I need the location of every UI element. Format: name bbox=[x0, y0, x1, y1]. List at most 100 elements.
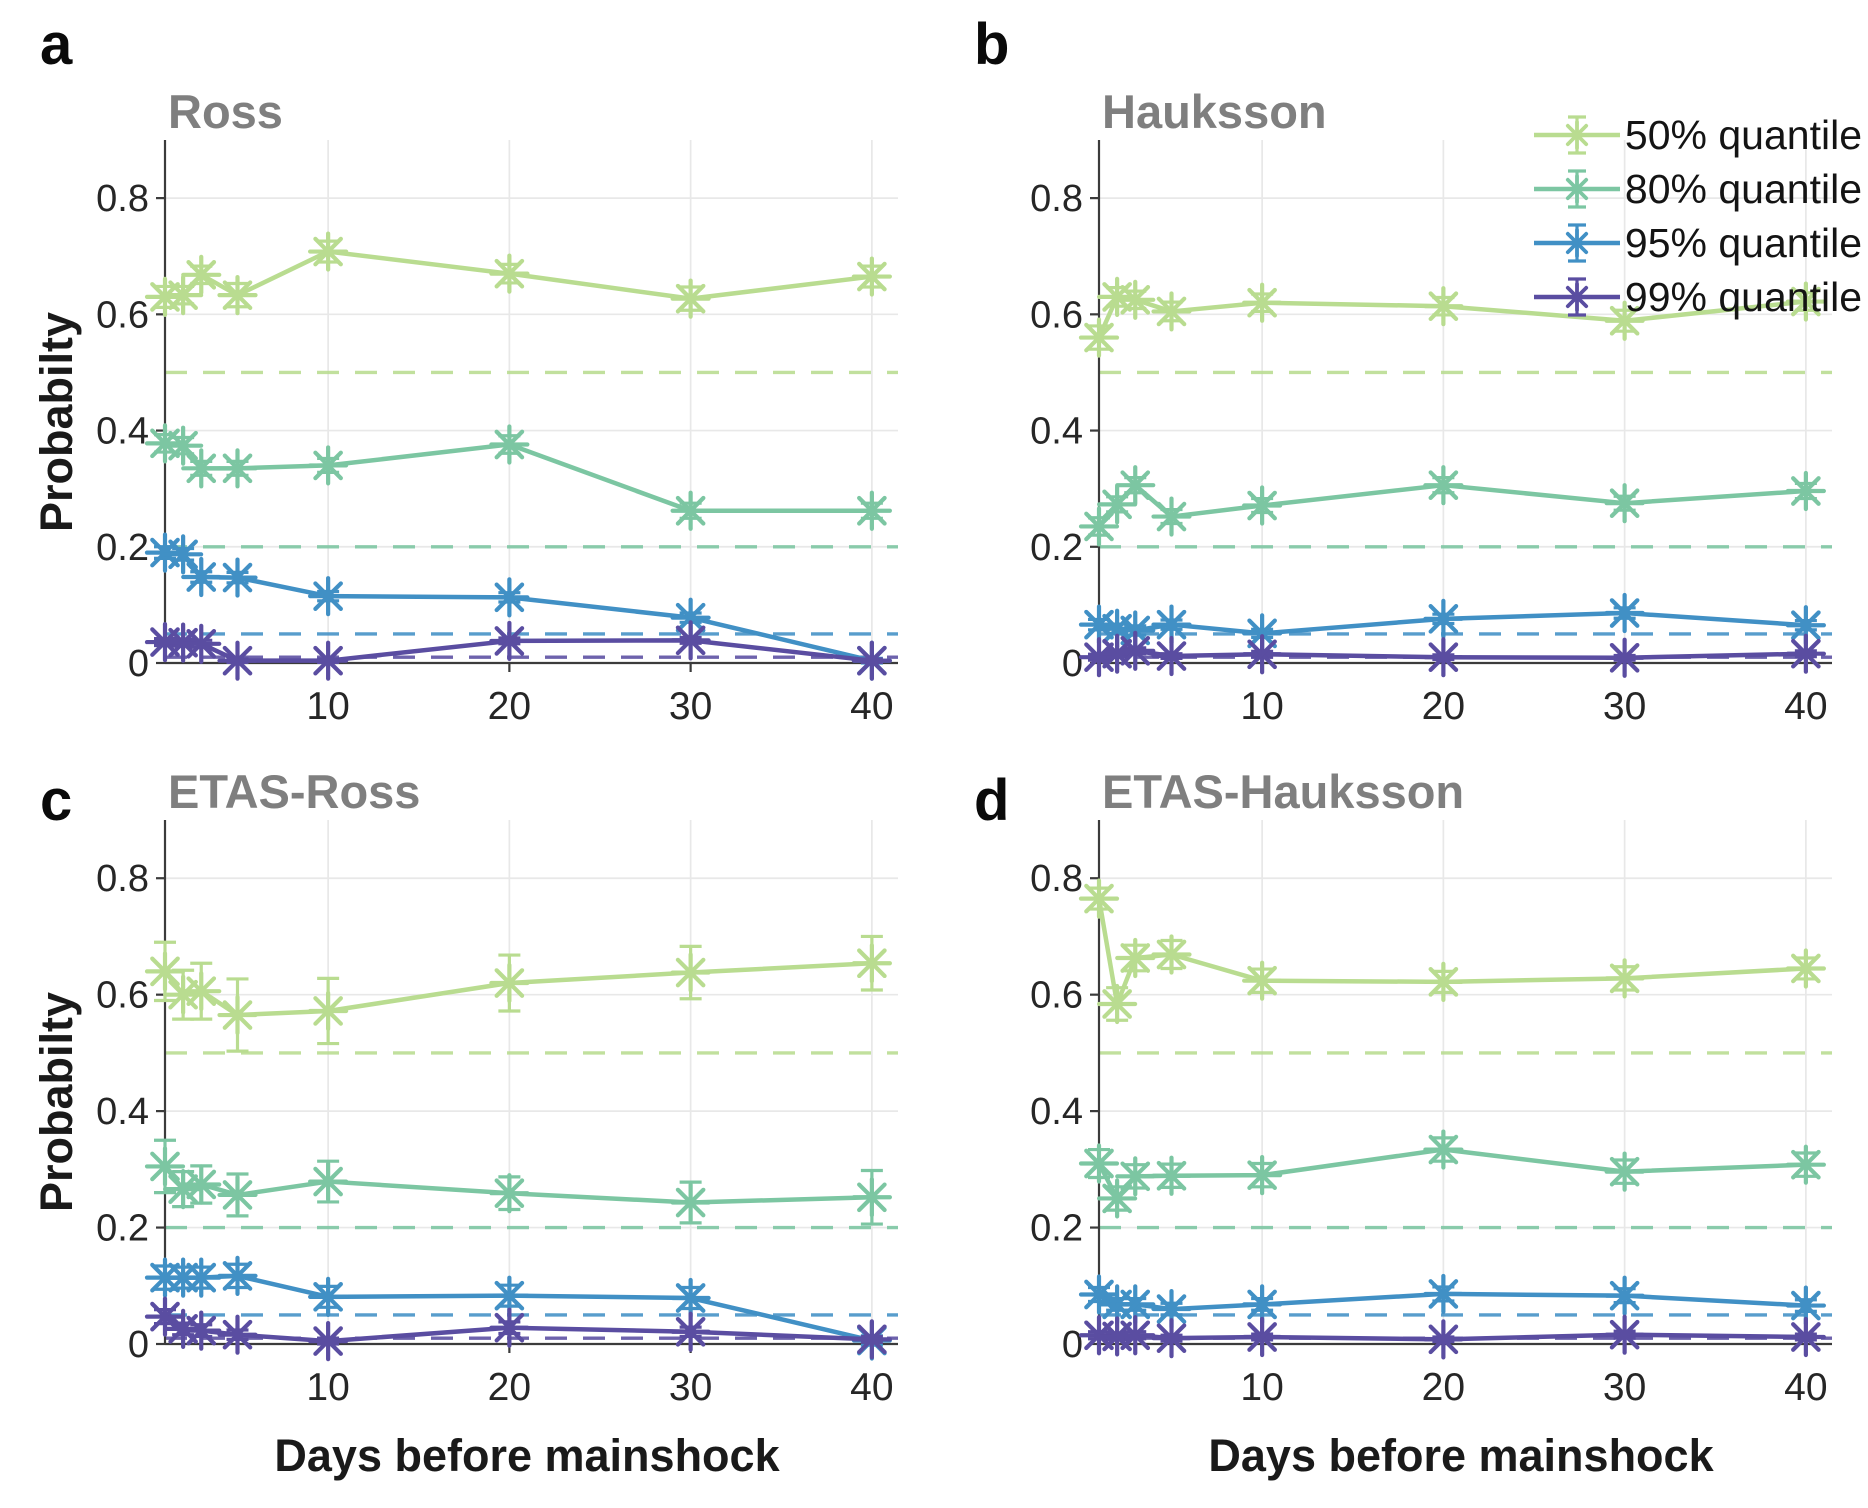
series-80-quantile bbox=[1078, 1129, 1826, 1219]
asterisk-marker-spoke bbox=[1120, 284, 1151, 315]
reference-lines bbox=[165, 370, 898, 659]
y-tick-label: 0.6 bbox=[1030, 975, 1083, 1017]
asterisk-marker-spoke bbox=[1791, 1322, 1821, 1352]
legend: 50% quantile 80% quantile 95% quantile 9… bbox=[1531, 110, 1862, 322]
asterisk-marker-spoke bbox=[1247, 287, 1277, 318]
x-tick-label: 30 bbox=[1603, 1366, 1646, 1409]
x-tick-label: 20 bbox=[1422, 1366, 1465, 1409]
axes: 0 0.2 0.4 0.6 0.8 10 20 30 40 bbox=[1030, 820, 1832, 1409]
reference-lines bbox=[1099, 370, 1832, 659]
asterisk-marker-spoke bbox=[1791, 610, 1821, 641]
asterisk-marker-spoke bbox=[222, 562, 253, 593]
asterisk-marker-spoke bbox=[168, 1174, 198, 1204]
asterisk-marker-spoke bbox=[222, 1000, 253, 1030]
panel-a: 0 0.2 0.4 0.6 0.8 10 20 30 40 a Ross Probabilty bbox=[0, 0, 934, 740]
panel-d: 0 0.2 0.4 0.6 0.8 10 20 30 40 d ETAS-Hauksson Da… bbox=[934, 740, 1868, 1508]
asterisk-marker-spoke bbox=[1428, 1134, 1459, 1165]
gridlines bbox=[165, 820, 898, 1344]
asterisk-marker-spoke bbox=[1084, 322, 1114, 353]
asterisk-marker-spoke bbox=[186, 628, 217, 659]
legend-item-50-quantile: 50% quantile bbox=[1531, 110, 1862, 160]
asterisk-marker-spoke bbox=[1120, 943, 1151, 973]
legend-label: 99% quantile bbox=[1624, 273, 1862, 320]
plot-area-d: 0 0.2 0.4 0.6 0.8 10 20 30 40 bbox=[1030, 820, 1832, 1409]
asterisk-marker-spoke bbox=[675, 625, 706, 656]
asterisk-marker-spoke bbox=[1156, 939, 1187, 970]
y-tick-label: 0.4 bbox=[1030, 411, 1083, 453]
asterisk-marker-spoke bbox=[222, 280, 253, 310]
axes: 0 0.2 0.4 0.6 0.8 10 20 30 40 bbox=[96, 140, 898, 728]
gridlines bbox=[1099, 140, 1832, 663]
asterisk-marker-spoke bbox=[1247, 490, 1277, 521]
panel-title-ross: Ross bbox=[168, 85, 283, 138]
y-axis-label: Probabilty bbox=[31, 991, 82, 1212]
asterisk-marker-spoke bbox=[1156, 1323, 1187, 1354]
x-tick-label: 20 bbox=[488, 685, 531, 728]
asterisk-marker-spoke bbox=[186, 1262, 217, 1293]
x-tick-label: 30 bbox=[669, 1366, 712, 1409]
panel-c: 0 0.2 0.4 0.6 0.8 10 20 30 40 c ETAS-Ross Probab… bbox=[0, 740, 934, 1508]
series-line bbox=[1096, 898, 1806, 1007]
panel-title-etas-hauksson: ETAS-Hauksson bbox=[1102, 765, 1465, 818]
panel-letter-d: d bbox=[974, 768, 1010, 833]
asterisk-marker-spoke bbox=[1120, 1320, 1151, 1351]
series-99-quantile bbox=[1078, 1314, 1826, 1360]
asterisk-marker-spoke bbox=[1428, 967, 1459, 997]
asterisk-marker-spoke bbox=[1609, 1319, 1640, 1350]
asterisk-marker-spoke bbox=[494, 1178, 525, 1209]
asterisk-marker-spoke bbox=[1428, 470, 1459, 501]
asterisk-marker-spoke bbox=[1791, 1149, 1821, 1180]
asterisk-marker-spoke bbox=[1120, 635, 1151, 666]
asterisk-marker-spoke bbox=[1565, 177, 1589, 201]
x-tick-label: 40 bbox=[850, 685, 893, 728]
asterisk-marker-spoke bbox=[313, 1166, 343, 1197]
x-tick-label: 40 bbox=[1784, 1366, 1827, 1409]
x-axis-label: Days before mainshock bbox=[274, 1430, 780, 1481]
asterisk-marker-spoke bbox=[186, 1169, 217, 1200]
y-tick-label: 0.4 bbox=[1030, 1091, 1083, 1133]
series-50-quantile bbox=[144, 231, 892, 319]
legend-item-80-quantile: 80% quantile bbox=[1531, 164, 1862, 214]
asterisk-marker-spoke bbox=[222, 453, 253, 484]
series-50-quantile bbox=[144, 934, 892, 1053]
series-99-quantile bbox=[144, 620, 892, 681]
asterisk-marker-spoke bbox=[1120, 470, 1151, 501]
asterisk-marker-spoke bbox=[1247, 1160, 1277, 1190]
asterisk-marker-spoke bbox=[168, 430, 198, 461]
y-tick-label: 0 bbox=[128, 643, 149, 685]
y-tick-label: 0.2 bbox=[96, 1208, 149, 1250]
asterisk-marker-spoke bbox=[675, 1187, 706, 1218]
asterisk-marker-spoke bbox=[675, 957, 706, 988]
asterisk-marker-spoke bbox=[1791, 1290, 1821, 1321]
asterisk-marker-spoke bbox=[1791, 638, 1821, 669]
asterisk-marker-spoke bbox=[675, 602, 706, 633]
asterisk-marker-spoke bbox=[1791, 476, 1821, 506]
asterisk-marker-spoke bbox=[494, 1312, 525, 1343]
asterisk-marker-spoke bbox=[494, 429, 525, 460]
asterisk-marker-spoke bbox=[186, 1315, 217, 1346]
asterisk-marker-spoke bbox=[313, 1282, 343, 1312]
asterisk-marker-spoke bbox=[675, 283, 706, 314]
asterisk-marker-spoke bbox=[1565, 231, 1589, 255]
asterisk-marker-spoke bbox=[150, 956, 180, 987]
asterisk-marker-spoke bbox=[1102, 989, 1132, 1019]
y-tick-label: 0.6 bbox=[96, 975, 149, 1017]
asterisk-marker-spoke bbox=[313, 581, 343, 612]
asterisk-marker-spoke bbox=[313, 236, 343, 267]
asterisk-marker-spoke bbox=[1084, 883, 1114, 914]
asterisk-marker-spoke bbox=[857, 645, 887, 676]
asterisk-marker-spoke bbox=[1791, 953, 1821, 984]
asterisk-marker-spoke bbox=[1428, 291, 1459, 322]
asterisk-marker-spoke bbox=[1156, 296, 1187, 327]
asterisk-marker-spoke bbox=[1156, 609, 1187, 640]
panel-title-etas-ross: ETAS-Ross bbox=[168, 765, 421, 818]
asterisk-marker-spoke bbox=[1156, 1160, 1187, 1191]
y-tick-label: 0.2 bbox=[1030, 527, 1083, 569]
series-95-quantile bbox=[1078, 592, 1826, 654]
y-tick-label: 0.8 bbox=[96, 178, 149, 220]
asterisk-marker-spoke bbox=[1247, 618, 1277, 649]
legend-label: 95% quantile bbox=[1624, 219, 1862, 266]
y-tick-label: 0.6 bbox=[1030, 294, 1083, 336]
asterisk-marker-spoke bbox=[1609, 642, 1640, 673]
asterisk-marker-spoke bbox=[494, 1280, 525, 1311]
